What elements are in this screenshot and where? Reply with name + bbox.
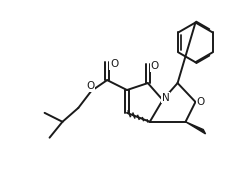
Text: N: N — [162, 93, 170, 103]
Text: O: O — [86, 81, 94, 91]
Polygon shape — [186, 122, 206, 134]
Text: O: O — [151, 61, 159, 71]
Text: O: O — [196, 97, 205, 107]
Text: O: O — [110, 59, 118, 69]
